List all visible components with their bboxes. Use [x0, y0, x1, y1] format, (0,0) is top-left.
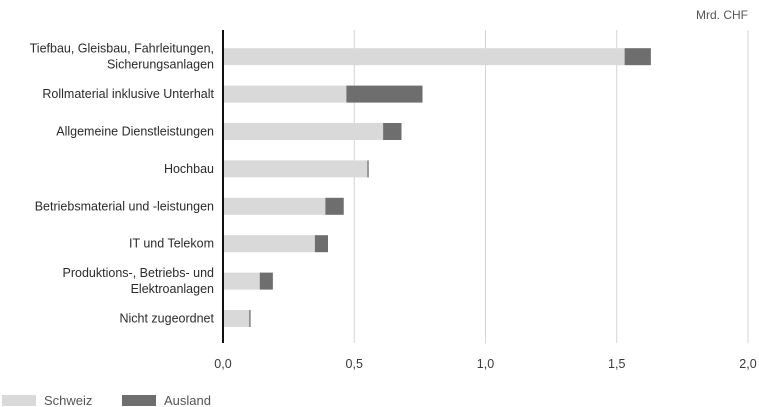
unit-label: Mrd. CHF [696, 8, 748, 22]
x-tick-label-3: 1,5 [608, 357, 625, 371]
category-label-2: Allgemeine Dienstleistungen [56, 125, 214, 139]
x-tick-label-4: 2,0 [739, 357, 756, 371]
gridlines [353, 30, 749, 343]
bar-schweiz-7 [223, 310, 250, 327]
category-label-6: Produktions-, Betriebs- und Elektroanlage… [63, 266, 215, 296]
bar-ausland-5 [314, 235, 328, 253]
bar-schweiz-0 [223, 48, 625, 66]
x-tick-labels: 0,0 0,5 1,0 1,5 2,0 [214, 357, 756, 371]
category-label-7: Nicht zugeordnet [119, 312, 214, 326]
bar-ausland-1 [346, 85, 423, 103]
bar-schweiz-4 [223, 197, 326, 215]
x-tick-label-1: 0,5 [346, 357, 363, 371]
legend-swatch-ausland [122, 395, 156, 406]
category-labels: Tiefbau, Gleisbau, Fahrleitungen, Sicheru… [30, 42, 215, 326]
category-label-4: Betriebsmaterial und -leistungen [35, 199, 214, 213]
bar-schweiz-1 [223, 85, 347, 103]
legend: Schweiz Ausland [2, 393, 211, 407]
bar-ausland-0 [624, 48, 651, 66]
legend-label-schweiz: Schweiz [44, 393, 92, 407]
bar-ausland-7 [249, 310, 251, 327]
bars-group [223, 48, 651, 327]
bar-schweiz-6 [223, 272, 260, 290]
legend-label-ausland: Ausland [164, 393, 211, 407]
bar-ausland-6 [259, 272, 273, 290]
bar-ausland-2 [383, 123, 402, 140]
x-tick-label-2: 1,0 [477, 357, 494, 371]
category-label-0: Tiefbau, Gleisbau, Fahrleitungen, Sicheru… [30, 42, 214, 72]
category-label-5: IT und Telekom [129, 237, 214, 251]
legend-swatch-schweiz [2, 395, 36, 406]
bar-ausland-3 [367, 160, 369, 178]
category-label-1: Rollmaterial inklusive Unterhalt [42, 87, 214, 101]
bar-schweiz-2 [223, 123, 384, 140]
bar-ausland-4 [325, 197, 344, 215]
category-label-3: Hochbau [164, 162, 214, 176]
bar-schweiz-3 [223, 160, 368, 178]
x-tick-label-0: 0,0 [214, 357, 231, 371]
bar-schweiz-5 [223, 235, 315, 253]
